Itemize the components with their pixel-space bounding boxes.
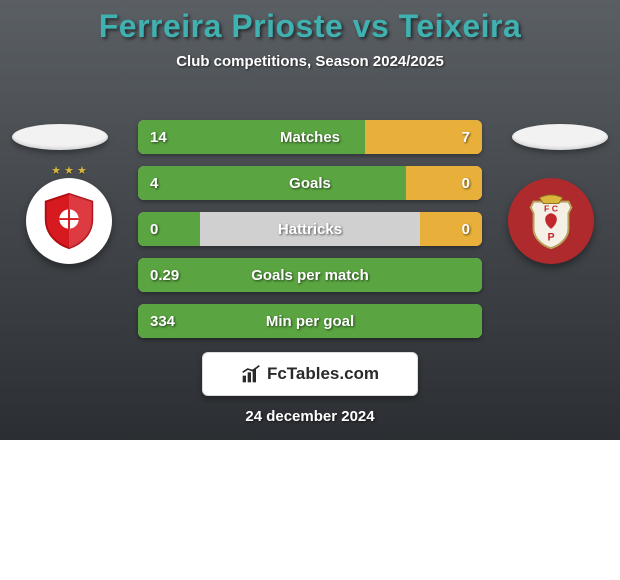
club-crest-right: F C P xyxy=(508,178,594,264)
stat-bar-right xyxy=(406,166,482,200)
stat-bar-left xyxy=(138,120,365,154)
stat-bar-left xyxy=(138,166,406,200)
stat-row: 147Matches xyxy=(138,120,482,154)
brand-badge[interactable]: FcTables.com xyxy=(202,352,418,396)
player-pedestal-right xyxy=(512,124,608,150)
stat-bar-right xyxy=(365,120,482,154)
svg-text:P: P xyxy=(547,231,554,243)
shield-icon xyxy=(38,190,100,252)
stat-bar-left xyxy=(138,304,482,338)
club-crest-left: ★ ★ ★ xyxy=(26,178,112,264)
page-title: Ferreira Prioste vs Teixeira xyxy=(0,0,620,45)
subtitle: Club competitions, Season 2024/2025 xyxy=(0,53,620,70)
stat-row: 334Min per goal xyxy=(138,304,482,338)
stat-bars: 147Matches 40Goals 00Hattricks 0.29Goals pe… xyxy=(138,120,482,350)
player-pedestal-left xyxy=(12,124,108,150)
shield-icon: F C P xyxy=(520,190,582,252)
stat-row: 0.29Goals per match xyxy=(138,258,482,292)
svg-text:F C: F C xyxy=(544,203,559,213)
crest-stars-left: ★ ★ ★ xyxy=(26,164,112,177)
comparison-card: Ferreira Prioste vs Teixeira Club compet… xyxy=(0,0,620,440)
snapshot-date: 24 december 2024 xyxy=(0,408,620,425)
brand-text: FcTables.com xyxy=(267,364,379,384)
stat-bar-right xyxy=(420,212,482,246)
chart-icon xyxy=(241,364,261,384)
stat-bar-left xyxy=(138,258,482,292)
stat-row: 00Hattricks xyxy=(138,212,482,246)
stat-row: 40Goals xyxy=(138,166,482,200)
stat-bar-left xyxy=(138,212,200,246)
